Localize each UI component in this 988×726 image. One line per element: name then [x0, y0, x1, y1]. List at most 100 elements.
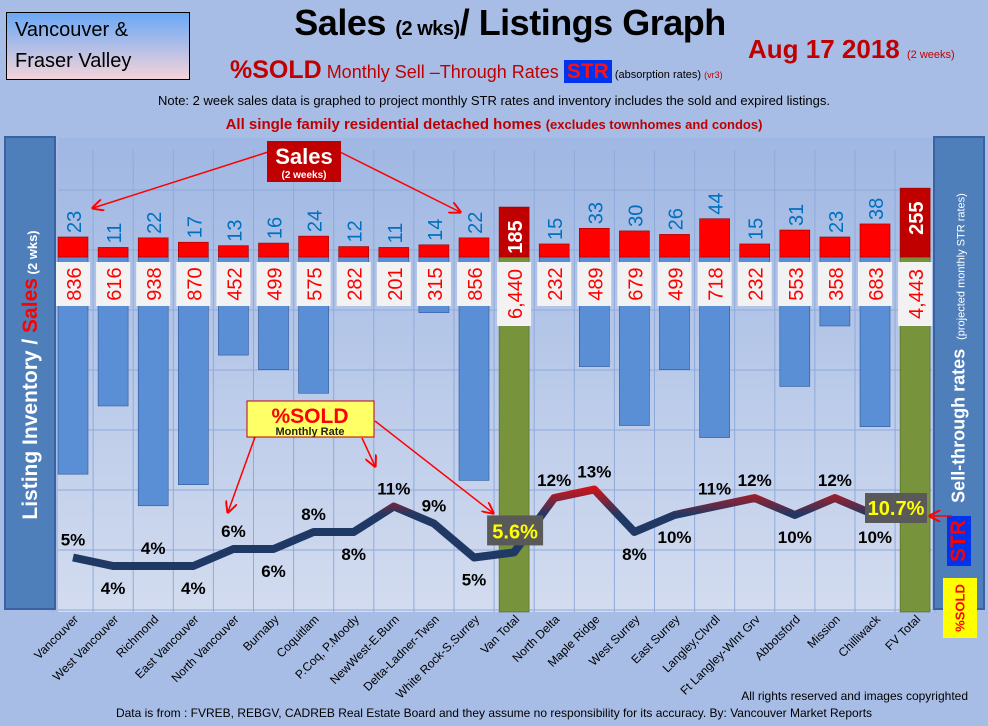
str-label: STR	[947, 520, 970, 562]
region-line2: Fraser Valley	[15, 50, 132, 72]
sales-label: 22	[465, 212, 487, 234]
sales-bar	[137, 237, 169, 258]
page-title: Sales (2 wks)/ Listings Graph	[250, 2, 770, 44]
listing-label: 616	[104, 267, 126, 300]
sold-rate-label: 10%	[778, 528, 812, 547]
sold-rate-label: 8%	[341, 545, 366, 564]
sales-bar	[699, 218, 730, 258]
sales-label: 33	[585, 202, 607, 224]
sales-bar	[899, 187, 931, 258]
sales-bar	[859, 223, 891, 258]
listing-label: 315	[425, 267, 447, 300]
listing-label-box	[617, 262, 652, 306]
sales-bar	[779, 229, 811, 258]
sales-label: 30	[625, 205, 647, 227]
sales-label: 15	[545, 218, 567, 240]
sold-rate-label: 8%	[622, 545, 647, 564]
sold-rate-label: 6%	[221, 522, 246, 541]
subtitle: %SOLD Monthly Sell –Through Rates STR (a…	[230, 56, 723, 85]
sold-rate-label: 10%	[657, 528, 691, 547]
sold-rate-label: 13%	[577, 463, 611, 482]
subtitle-rates: Monthly Sell –Through Rates	[321, 62, 564, 82]
sales-label: 31	[786, 204, 808, 226]
sales-bar	[498, 206, 530, 258]
sales-label: 11	[104, 223, 126, 244]
listing-label: 4,443	[906, 269, 928, 319]
sold-label: %SOLD	[952, 584, 968, 632]
sales-callout-title: Sales	[275, 144, 333, 169]
report-date: Aug 17 2018 (2 weeks)	[748, 34, 955, 65]
sales-label: 22	[144, 212, 166, 234]
sales-label: 23	[826, 211, 848, 233]
listing-label-box	[657, 262, 692, 306]
sales-label: 12	[345, 220, 367, 242]
sales-bar	[418, 244, 450, 258]
sold-rate-label: 10%	[858, 528, 892, 547]
left-axis-text: Listing Inventory /	[19, 332, 42, 520]
listing-label-box	[336, 262, 371, 306]
sold-rate-label: 9%	[422, 497, 447, 516]
listing-label: 358	[826, 267, 848, 300]
sales-label: 17	[184, 216, 206, 238]
sales-bar	[458, 237, 490, 258]
sales-callout: Sales (2 weeks)	[93, 141, 460, 212]
source-note: Data is from : FVREB, REBGV, CADREB Real…	[115, 706, 873, 720]
sales-label: 24	[305, 210, 327, 232]
date-small: (2 weeks)	[906, 49, 955, 61]
listing-label: 452	[224, 267, 246, 300]
sales-callout-sub: (2 weeks)	[281, 170, 326, 181]
left-axis-2wks: (2 wks)	[25, 230, 40, 279]
listing-label-box	[737, 262, 772, 306]
sold-rate-label: 8%	[301, 505, 326, 524]
sales-bar	[338, 246, 370, 258]
sales-bar	[178, 241, 209, 258]
category-label: Chilliwack	[836, 612, 884, 660]
sales-bar	[538, 243, 570, 258]
listing-label: 870	[184, 267, 206, 300]
listing-label-box	[256, 262, 291, 306]
listing-label-box	[898, 262, 933, 326]
listing-label: 489	[585, 267, 607, 300]
sold-callout-sub: Monthly Rate	[275, 426, 344, 438]
listing-label: 836	[64, 267, 86, 300]
category-label: NewWest-E.Burn	[327, 612, 402, 687]
scope-text: All single family residential detached h…	[225, 116, 546, 133]
listing-label-box	[858, 262, 892, 306]
listing-label-box	[96, 262, 131, 306]
listing-label-box	[817, 262, 852, 306]
listing-label-box	[457, 262, 491, 306]
listing-label-box	[296, 262, 331, 306]
sales-label: 13	[224, 219, 246, 241]
listing-label-box	[577, 262, 612, 306]
sold-rate-label: 12%	[818, 471, 852, 490]
sales-bar	[619, 230, 650, 258]
right-axis-panel: Sell-through rates (projected monthly ST…	[933, 136, 985, 638]
listing-label: 575	[305, 267, 327, 300]
sold-callout-title: %SOLD	[271, 405, 348, 428]
sales-bar	[258, 242, 289, 258]
listing-label-box	[497, 262, 532, 326]
sales-label: 11	[385, 223, 407, 244]
sales-label: 23	[64, 211, 86, 233]
sales-label: 26	[666, 208, 688, 230]
fv-total-str-label: 10.7%	[868, 498, 925, 520]
region-line1: Vancouver &	[15, 19, 129, 41]
listing-label-box	[416, 262, 451, 306]
sold-box: %SOLD	[943, 578, 977, 638]
sold-rate-label: 12%	[537, 471, 571, 490]
copyright: All rights reserved and images copyright…	[741, 689, 968, 703]
listing-label-box	[777, 262, 812, 306]
van-total-str-label: 5.6%	[492, 521, 538, 543]
sales-label: 44	[706, 192, 728, 214]
listing-label: 718	[706, 267, 728, 300]
sold-rate-label: 4%	[181, 579, 206, 598]
category-label: Delta-Ladner-Twsn	[360, 612, 442, 694]
listing-label: 232	[545, 267, 567, 300]
sales-bar	[57, 236, 89, 258]
sales-bar	[378, 247, 410, 258]
category-label: FV Total	[882, 612, 923, 653]
category-label: Ft Langley-Wlnt Grv	[677, 612, 762, 697]
note: Note: 2 week sales data is graphed to pr…	[157, 93, 831, 108]
sales-label: 14	[425, 219, 447, 241]
listing-label-box	[136, 262, 171, 306]
